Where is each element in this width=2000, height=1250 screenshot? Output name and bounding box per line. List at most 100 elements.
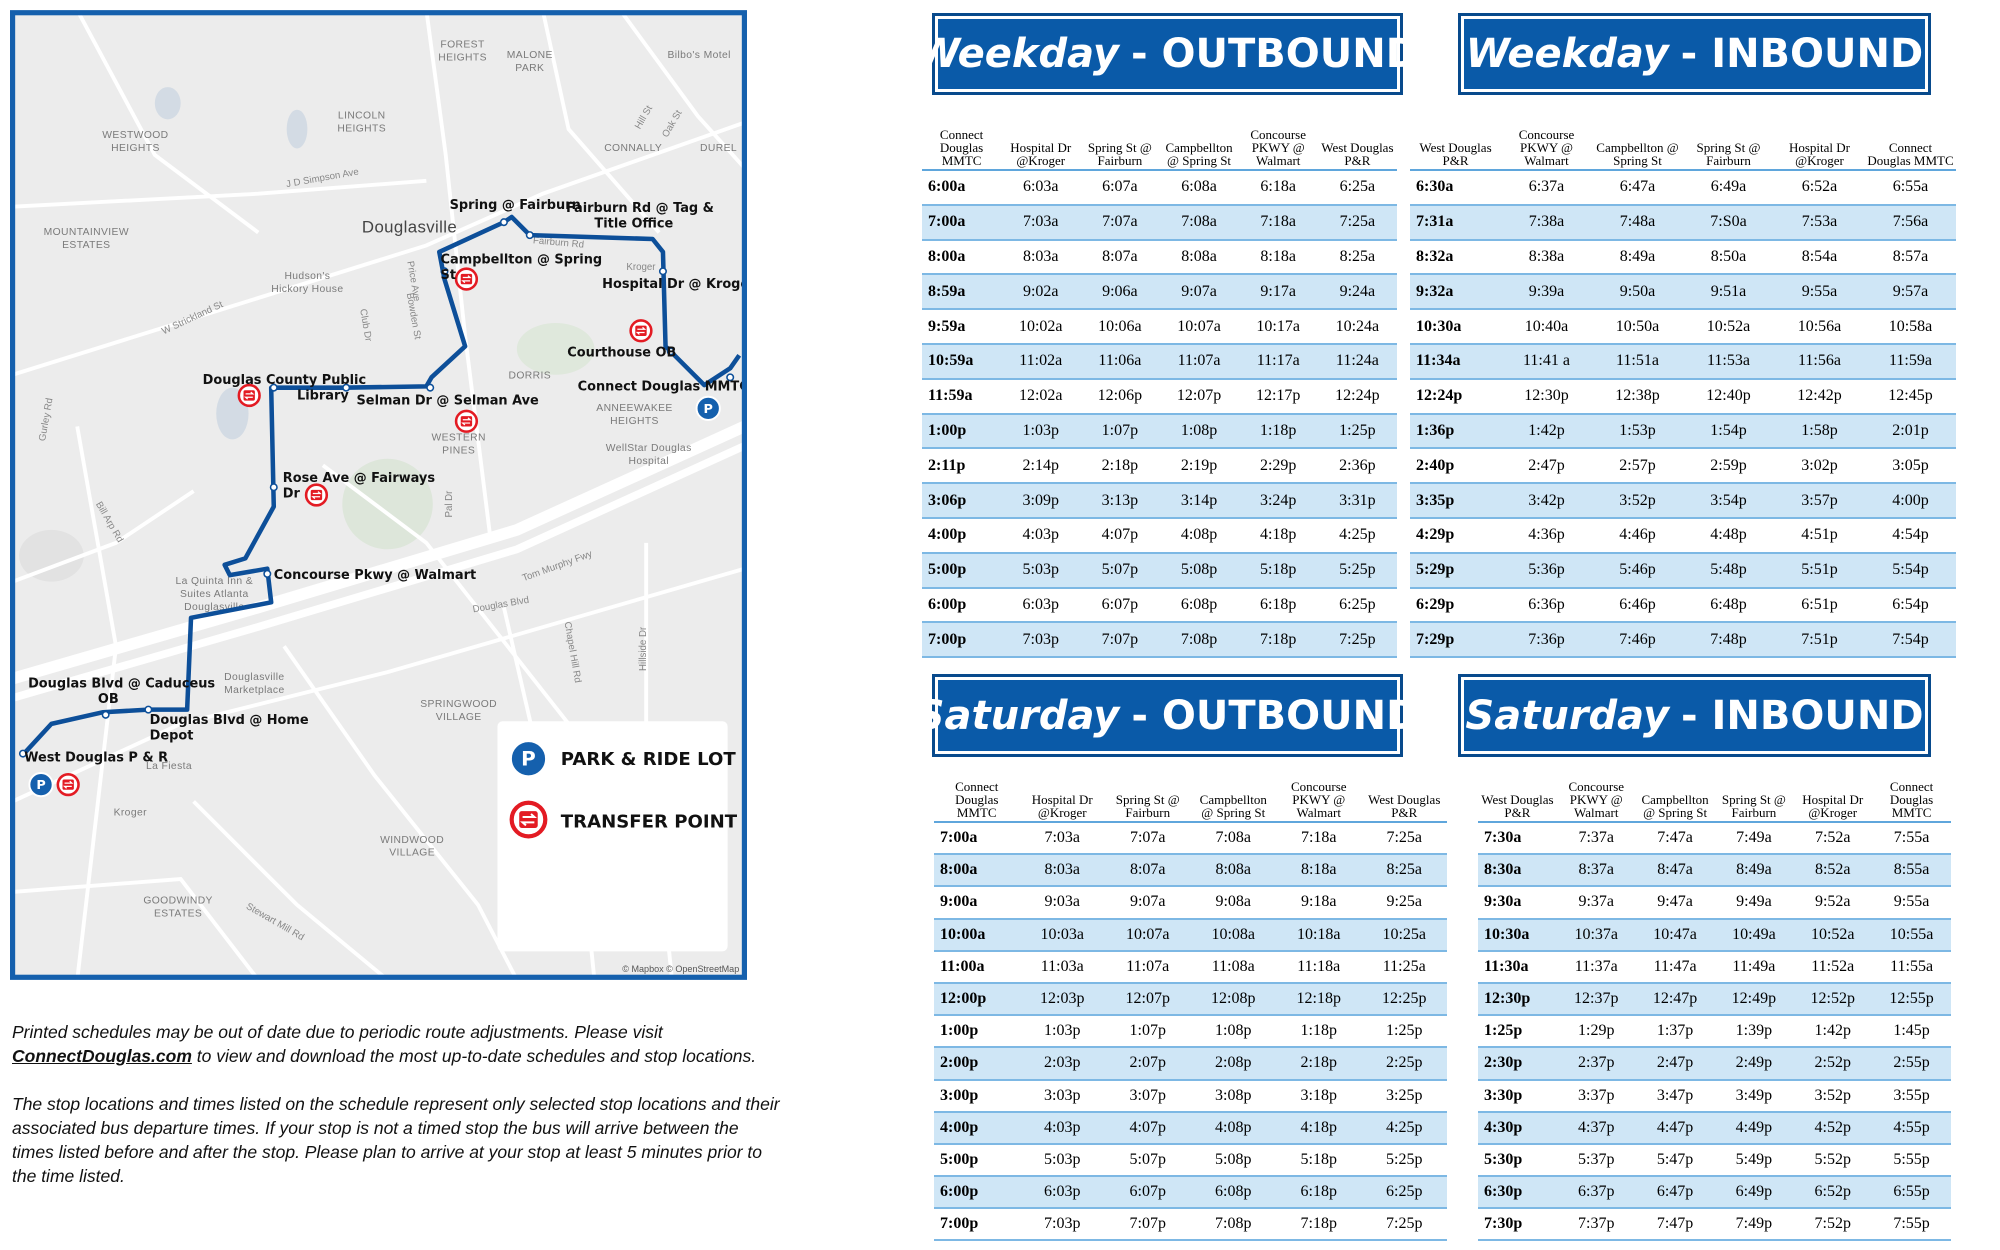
time-cell: 11:24a xyxy=(1317,343,1397,380)
column-header: Campbellton @ Spring St xyxy=(1592,120,1683,171)
title-day: Weekday xyxy=(1465,31,1669,77)
time-cell: 6:37a xyxy=(1501,170,1592,206)
time-cell: 3:55p xyxy=(1872,1079,1951,1113)
stop-dot xyxy=(440,267,449,276)
area-label-line: HEIGHTS xyxy=(438,53,487,64)
time-cell: 7:36p xyxy=(1501,622,1592,659)
column-header: Spring St @ Fairburn xyxy=(1714,772,1794,823)
stop-dot xyxy=(726,373,735,382)
transfer-arrows xyxy=(635,326,647,335)
time-cell: 7:03a xyxy=(1001,204,1081,241)
time-cell: 8:47a xyxy=(1635,854,1715,888)
time-cell: 12:25p xyxy=(1361,982,1447,1017)
time-cell: 7:48a xyxy=(1592,204,1683,241)
column-header: Connect Douglas MMTC xyxy=(934,772,1020,823)
time-cell: 5:29p xyxy=(1410,552,1501,589)
area-label-line: La Quinta Inn & xyxy=(175,576,253,587)
time-cell: 10:58a xyxy=(1865,309,1956,345)
area-label-line: Bilbo's Motel xyxy=(668,50,731,61)
schedule-row: 6:29p 6:36p 6:46p 6:48p 6:51p 6:54p xyxy=(1410,587,1956,624)
column-header: Spring St @ Fairburn xyxy=(1683,120,1774,171)
time-cell: 4:08p xyxy=(1159,517,1239,554)
schedule-row: 3:35p 3:42p 3:52p 3:54p 3:57p 4:00p xyxy=(1410,483,1956,519)
time-cell: 3:05p xyxy=(1865,448,1956,485)
transfer-arrows xyxy=(461,275,472,284)
time-cell: 10:50a xyxy=(1592,309,1683,345)
time-cell: 3:52p xyxy=(1592,483,1683,519)
column-header: Connect Douglas MMTC xyxy=(922,120,1002,171)
time-cell: 4:52p xyxy=(1793,1111,1873,1145)
time-cell: 7:31a xyxy=(1410,204,1501,241)
time-cell: 4:37p xyxy=(1556,1111,1636,1145)
website-link[interactable]: ConnectDouglas.com xyxy=(12,1046,192,1066)
time-cell: 6:25p xyxy=(1317,587,1397,624)
area-label-line: FOREST xyxy=(440,40,485,51)
road-label: Kroger xyxy=(626,262,656,273)
time-cell: 9:07a xyxy=(1159,274,1239,311)
time-cell: 12:37p xyxy=(1556,982,1636,1017)
time-cell: 7:29p xyxy=(1410,622,1501,659)
area-label-line: PARK xyxy=(515,63,544,74)
area-label: DUREL xyxy=(700,143,737,154)
time-cell: 4:51p xyxy=(1774,517,1865,554)
time-cell: 5:08p xyxy=(1159,552,1239,589)
time-cell: 11:37a xyxy=(1556,950,1636,984)
area-label: WESTWOOD HEIGHTS xyxy=(102,130,168,154)
road-label: Fairburn Rd xyxy=(532,235,584,250)
time-cell: 7:18a xyxy=(1276,822,1362,856)
time-cell: 7:55a xyxy=(1872,822,1951,856)
time-cell: 1:36p xyxy=(1410,413,1501,450)
time-cell: 3:09p xyxy=(1001,483,1081,519)
time-cell: 5:00p xyxy=(922,552,1002,589)
stop-label: Hospital Dr @ Kroger xyxy=(602,277,747,292)
column-header: West Douglas P&R xyxy=(1410,120,1501,171)
area-label-line: SPRINGWOOD xyxy=(420,699,497,710)
time-cell: 6:00p xyxy=(922,587,1002,624)
stop-label: Connect Douglas MMTC xyxy=(578,379,747,394)
transfer-icon-body xyxy=(243,390,255,401)
schedule-row: 10:30a 10:37a 10:47a 10:49a 10:52a 10:55a xyxy=(1478,918,1951,952)
time-cell: 7:51p xyxy=(1774,622,1865,659)
schedule-row: 12:30p 12:37p 12:47p 12:49p 12:52p 12:55p xyxy=(1478,982,1951,1017)
stop-dot xyxy=(658,267,667,276)
time-cell: 6:18p xyxy=(1238,587,1318,624)
map-area xyxy=(342,458,433,550)
freeway xyxy=(11,442,747,702)
time-cell: 8:25a xyxy=(1361,854,1447,888)
time-cell: 1:58p xyxy=(1774,413,1865,450)
area-label: WellStar Douglas Hospital xyxy=(606,443,691,467)
time-cell: 2:25p xyxy=(1361,1047,1447,1081)
time-cell: 5:03p xyxy=(1019,1143,1105,1178)
time-cell: 6:07p xyxy=(1080,587,1160,624)
time-cell: 6:18a xyxy=(1238,170,1318,206)
time-cell: 5:25p xyxy=(1317,552,1397,589)
time-cell: 5:51p xyxy=(1774,552,1865,589)
time-cell: 6:03p xyxy=(1019,1176,1105,1210)
stop-dot xyxy=(426,383,435,392)
area-label-line: PINES xyxy=(442,446,475,457)
column-header: Hospital Dr @Kroger xyxy=(1001,120,1081,171)
legend-label: PARK & RIDE LOT xyxy=(561,749,737,770)
time-cell: 4:25p xyxy=(1361,1111,1447,1145)
area-label-line: ESTATES xyxy=(154,909,202,920)
notes: Printed schedules may be out of date due… xyxy=(12,1020,782,1212)
time-cell: 8:38a xyxy=(1501,239,1592,276)
time-cell: 7:54p xyxy=(1865,622,1956,659)
area-label-line: LINCOLN xyxy=(338,111,385,122)
schedule-row: 12:24p 12:30p 12:38p 12:40p 12:42p 12:45p xyxy=(1410,378,1956,415)
time-cell: 8:49a xyxy=(1592,239,1683,276)
time-cell: 8:00a xyxy=(922,239,1002,276)
time-cell: 7:37a xyxy=(1556,822,1636,856)
time-cell: 2:57p xyxy=(1592,448,1683,485)
time-cell: 3:42p xyxy=(1501,483,1592,519)
time-cell: 4:36p xyxy=(1501,517,1592,554)
time-cell: 12:42p xyxy=(1774,378,1865,415)
time-cell: 3:49p xyxy=(1714,1079,1794,1113)
time-cell: 7:55p xyxy=(1872,1208,1951,1242)
time-cell: 10:52a xyxy=(1683,309,1774,345)
time-cell: 4:00p xyxy=(922,517,1002,554)
stop-label-line: OB xyxy=(98,692,119,707)
time-cell: 8:03a xyxy=(1001,239,1081,276)
